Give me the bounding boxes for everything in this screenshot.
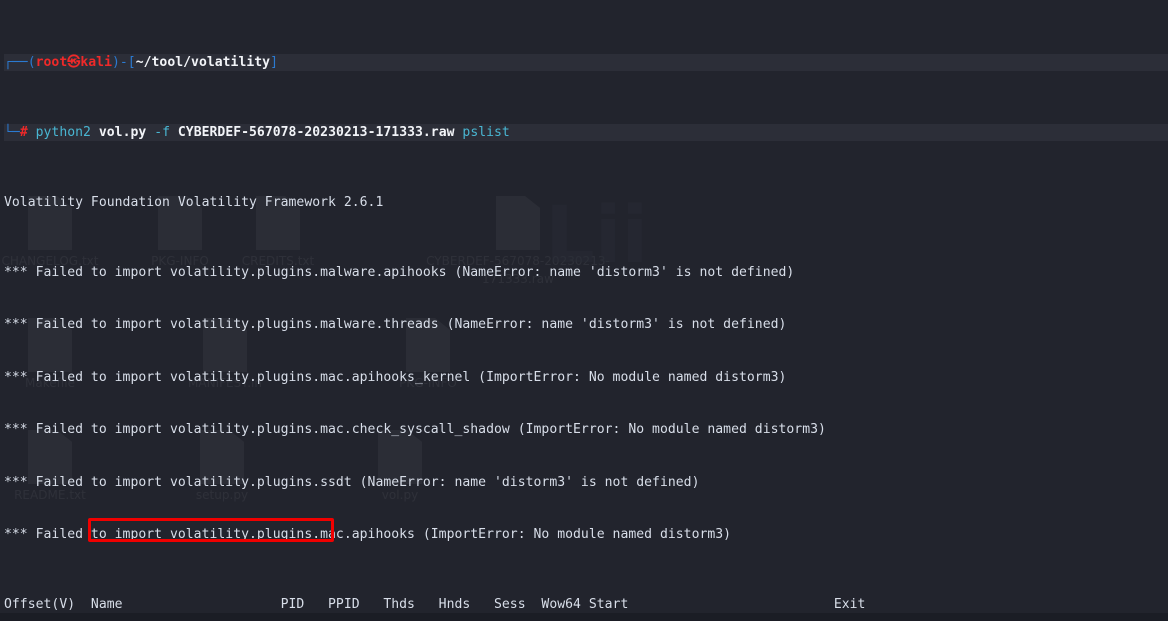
cmd-exe-highlight-box [88,518,334,542]
import-error-line: *** Failed to import volatility.plugins.… [4,474,700,490]
prompt-decoration-bottom: └─ [4,124,20,140]
import-error-line: *** Failed to import volatility.plugins.… [4,317,787,332]
prompt-at-icon: ㉿ [67,54,81,70]
import-error-line: *** Failed to import volatility.plugins.… [4,369,787,385]
command-flag: -f [154,124,170,140]
command-plugin: pslist [462,124,510,140]
command-script: vol.py [98,124,147,140]
prompt-path: ~/tool/volatility [135,54,271,70]
prompt-host: kali [80,54,112,70]
import-error-line: *** Failed to import volatility.plugins.… [4,422,826,437]
command-interpreter: python2 [35,124,91,140]
command-image-file: CYBERDEF-567078-20230213-171333.raw [177,124,455,140]
prompt-line-top: ┌──(root㉿kali)-[~/tool/volatility] [4,53,1168,71]
prompt-line-command[interactable]: └─# python2 vol.py -f CYBERDEF-567078-20… [4,123,1168,141]
pslist-table-header: Offset(V) Name PID PPID Thds Hnds Sess W… [4,597,866,612]
prompt-close-paren: )-[ [112,54,136,70]
prompt-user: root [35,54,68,70]
volatility-banner: Volatility Foundation Volatility Framewo… [4,194,384,210]
import-error-line: *** Failed to import volatility.plugins.… [4,264,795,280]
terminal-bottom-edge [0,613,1168,621]
prompt-hash: # [19,124,28,140]
prompt-decoration-top: ┌──( [4,54,36,70]
prompt-close-bracket: ] [270,54,278,70]
import-error-line: *** Failed to import volatility.plugins.… [4,527,732,542]
